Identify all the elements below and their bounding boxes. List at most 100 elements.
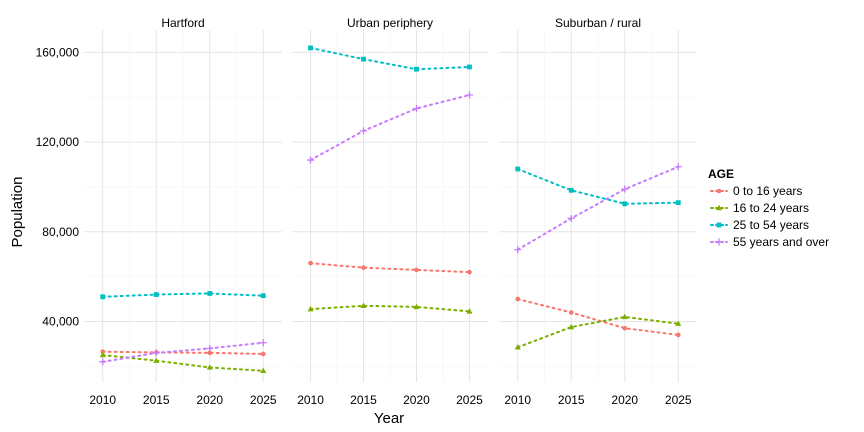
data-point bbox=[466, 308, 473, 314]
y-tick-label: 160,000 bbox=[36, 45, 80, 59]
data-point bbox=[621, 185, 629, 193]
data-point bbox=[567, 214, 575, 222]
x-tick-label: 2010 bbox=[297, 393, 324, 407]
facet-label: Hartford bbox=[161, 16, 204, 30]
x-tick-label: 2025 bbox=[250, 393, 277, 407]
x-tick-label: 2010 bbox=[89, 393, 116, 407]
y-axis: 40,000 80,000 120,000 160,000 bbox=[36, 45, 80, 328]
series-line bbox=[101, 354, 265, 372]
data-point bbox=[514, 246, 522, 254]
x-tick-label: 2015 bbox=[558, 393, 585, 407]
legend-label: 25 to 54 years bbox=[733, 218, 809, 232]
series-line bbox=[309, 304, 471, 313]
facet-panel: Urban periphery 2010 2015 2020 2025 bbox=[292, 16, 488, 407]
data-point bbox=[307, 156, 315, 164]
data-point bbox=[259, 339, 267, 347]
data-point bbox=[716, 204, 722, 211]
data-point bbox=[515, 296, 521, 302]
legend-label: 16 to 24 years bbox=[733, 201, 809, 215]
data-point bbox=[260, 351, 266, 357]
series-line bbox=[101, 341, 265, 363]
data-point bbox=[153, 292, 159, 297]
data-point bbox=[414, 267, 419, 273]
data-point bbox=[412, 104, 420, 112]
series bbox=[307, 302, 473, 314]
series bbox=[308, 45, 472, 72]
series bbox=[99, 339, 267, 366]
legend-entry: 0 to 16 years bbox=[710, 184, 802, 198]
legend-label: 0 to 16 years bbox=[733, 184, 802, 198]
x-axis-title: Year bbox=[374, 410, 404, 427]
x-tick-label: 2020 bbox=[403, 393, 430, 407]
data-point bbox=[675, 320, 682, 326]
series-line bbox=[516, 165, 680, 251]
facet-panel: Hartford 2010 2015 2020 2025 bbox=[84, 16, 282, 407]
series-line bbox=[101, 350, 265, 355]
x-tick-label: 2025 bbox=[456, 393, 483, 407]
series bbox=[100, 291, 266, 300]
facet-panel: Suburban / rural 2010 2015 2020 2025 bbox=[499, 16, 697, 407]
x-tick-label: 2025 bbox=[665, 393, 692, 407]
data-point bbox=[153, 357, 160, 363]
data-point bbox=[207, 291, 213, 296]
series bbox=[307, 91, 473, 164]
data-point bbox=[568, 323, 575, 330]
data-point bbox=[308, 260, 313, 266]
data-point bbox=[675, 200, 681, 206]
data-point bbox=[152, 349, 160, 357]
series bbox=[514, 313, 682, 350]
series bbox=[515, 166, 681, 207]
y-tick-label: 120,000 bbox=[36, 135, 80, 149]
y-tick-label: 80,000 bbox=[42, 225, 79, 239]
series bbox=[99, 351, 267, 373]
data-point bbox=[622, 325, 628, 331]
data-point bbox=[674, 163, 682, 171]
facet-label: Urban periphery bbox=[347, 16, 433, 30]
data-point bbox=[99, 358, 107, 366]
y-axis-title: Population bbox=[9, 177, 26, 248]
data-point bbox=[622, 201, 628, 207]
data-point bbox=[621, 313, 628, 320]
data-point bbox=[515, 166, 521, 172]
series bbox=[514, 163, 682, 254]
legend-entry: 55 years and over bbox=[710, 235, 829, 249]
series-line bbox=[309, 46, 471, 71]
legend-entry: 16 to 24 years bbox=[710, 201, 809, 215]
data-point bbox=[568, 187, 574, 193]
y-tick-label: 40,000 bbox=[42, 314, 79, 328]
data-point bbox=[413, 303, 420, 310]
data-point bbox=[360, 302, 367, 308]
facet-panels: Hartford 2010 2015 2020 2025 Urban periphery 2… bbox=[84, 16, 697, 407]
series bbox=[100, 349, 266, 357]
data-point bbox=[467, 269, 472, 275]
data-point bbox=[514, 344, 521, 350]
series-line bbox=[101, 292, 265, 298]
data-point bbox=[465, 91, 473, 99]
data-point bbox=[361, 56, 366, 62]
data-point bbox=[716, 188, 722, 194]
facet-label: Suburban / rural bbox=[555, 16, 641, 30]
x-tick-label: 2020 bbox=[611, 393, 638, 407]
legend-entry: 25 to 54 years bbox=[710, 218, 809, 232]
x-tick-label: 2020 bbox=[196, 393, 223, 407]
data-point bbox=[467, 64, 472, 70]
series bbox=[308, 260, 472, 275]
x-tick-label: 2015 bbox=[350, 393, 377, 407]
data-point bbox=[307, 305, 314, 312]
data-point bbox=[414, 66, 419, 72]
series-line bbox=[516, 168, 680, 205]
data-point bbox=[308, 45, 313, 51]
data-point bbox=[715, 238, 723, 246]
series-line bbox=[309, 94, 471, 162]
x-tick-label: 2010 bbox=[504, 393, 531, 407]
data-point bbox=[360, 127, 368, 135]
data-point bbox=[568, 310, 574, 315]
data-point bbox=[260, 367, 267, 373]
series bbox=[515, 296, 681, 338]
legend-title: AGE bbox=[708, 167, 734, 181]
data-point bbox=[361, 265, 366, 270]
series-line bbox=[516, 298, 680, 336]
data-point bbox=[206, 364, 213, 370]
data-point bbox=[206, 344, 214, 352]
